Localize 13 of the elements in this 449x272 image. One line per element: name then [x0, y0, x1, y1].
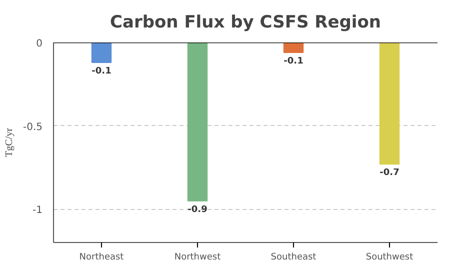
data-label: -0.7: [380, 168, 400, 178]
y-tick-label: -0.5: [22, 122, 43, 133]
y-axis-title: TgC/yr: [4, 127, 15, 157]
data-label: -0.9: [188, 204, 208, 215]
data-label: -0.1: [92, 66, 112, 76]
data-label: -0.1: [284, 56, 304, 66]
x-tick-label: Northeast: [79, 252, 124, 262]
x-tick-label: Southeast: [270, 252, 317, 262]
x-tick-label: Southwest: [366, 252, 414, 262]
chart-title: Carbon Flux by CSFS Region: [110, 12, 382, 32]
y-tick-label: 0: [36, 38, 43, 50]
x-tick-label: Northwest: [174, 252, 222, 262]
y-tick-label: -1: [32, 205, 43, 216]
